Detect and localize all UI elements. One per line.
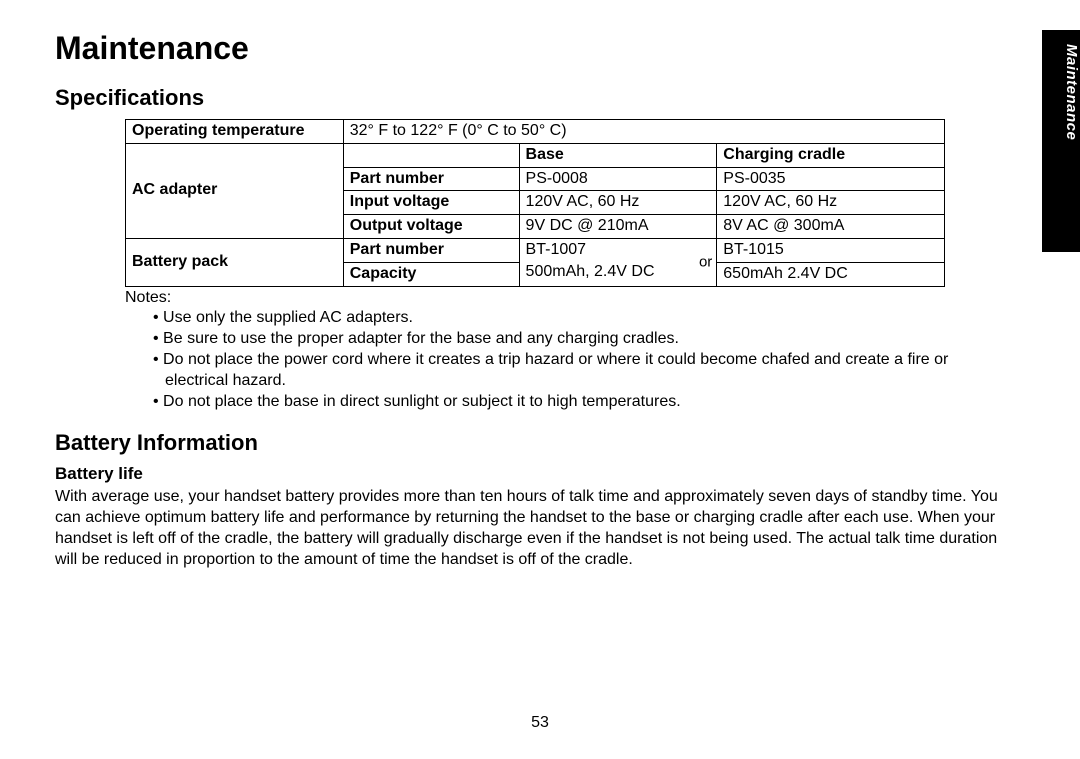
battery-info-heading: Battery Information [55,430,1015,456]
cell-bat-or: or [699,253,712,273]
cell-bat-cap-base: 500mAh, 2.4V DC [526,262,655,283]
cell-part-number-label: Part number [343,167,519,191]
list-item: Do not place the base in direct sunlight… [165,391,1015,412]
cell-ac-part-cradle: PS-0035 [717,167,945,191]
page-number: 53 [0,714,1080,732]
cell-capacity-label: Capacity [343,262,519,286]
cell-empty [343,143,519,167]
cell-op-temp-value: 32° F to 122° F (0° C to 50° C) [343,120,944,144]
cell-ac-output-cradle: 8V AC @ 300mA [717,215,945,239]
cell-ac-output-base: 9V DC @ 210mA [519,215,717,239]
table-row: Battery pack Part number BT-1007 500mAh,… [126,238,945,262]
cell-op-temp-label: Operating temperature [126,120,344,144]
specifications-table: Operating temperature 32° F to 122° F (0… [125,119,945,287]
cell-header-base: Base [519,143,717,167]
cell-output-voltage-label: Output voltage [343,215,519,239]
page-content: Maintenance Specifications Operating tem… [55,30,1015,581]
table-row: AC adapter Base Charging cradle [126,143,945,167]
cell-input-voltage-label: Input voltage [343,191,519,215]
battery-life-body: With average use, your handset battery p… [55,486,1015,570]
cell-ac-input-cradle: 120V AC, 60 Hz [717,191,945,215]
cell-bat-part-cradle: BT-1015 [717,238,945,262]
battery-life-subheading: Battery life [55,464,1015,484]
notes-list: Use only the supplied AC adapters. Be su… [55,307,1015,413]
cell-battery-pack-label: Battery pack [126,238,344,286]
cell-ac-input-base: 120V AC, 60 Hz [519,191,717,215]
list-item: Do not place the power cord where it cre… [165,349,1015,391]
cell-ac-part-base: PS-0008 [519,167,717,191]
cell-bat-cap-cradle: 650mAh 2.4V DC [717,262,945,286]
side-tab-label: Maintenance [1042,38,1080,140]
page-title: Maintenance [55,30,1015,67]
list-item: Use only the supplied AC adapters. [165,307,1015,328]
list-item: Be sure to use the proper adapter for th… [165,328,1015,349]
cell-header-cradle: Charging cradle [717,143,945,167]
cell-bat-base-combined: BT-1007 500mAh, 2.4V DC or [519,238,717,286]
notes-label: Notes: [125,289,1015,307]
table-row: Operating temperature 32° F to 122° F (0… [126,120,945,144]
cell-bat-part-base: BT-1007 [526,240,586,261]
cell-ac-adapter-label: AC adapter [126,143,344,238]
cell-bat-part-label: Part number [343,238,519,262]
specifications-heading: Specifications [55,85,1015,111]
